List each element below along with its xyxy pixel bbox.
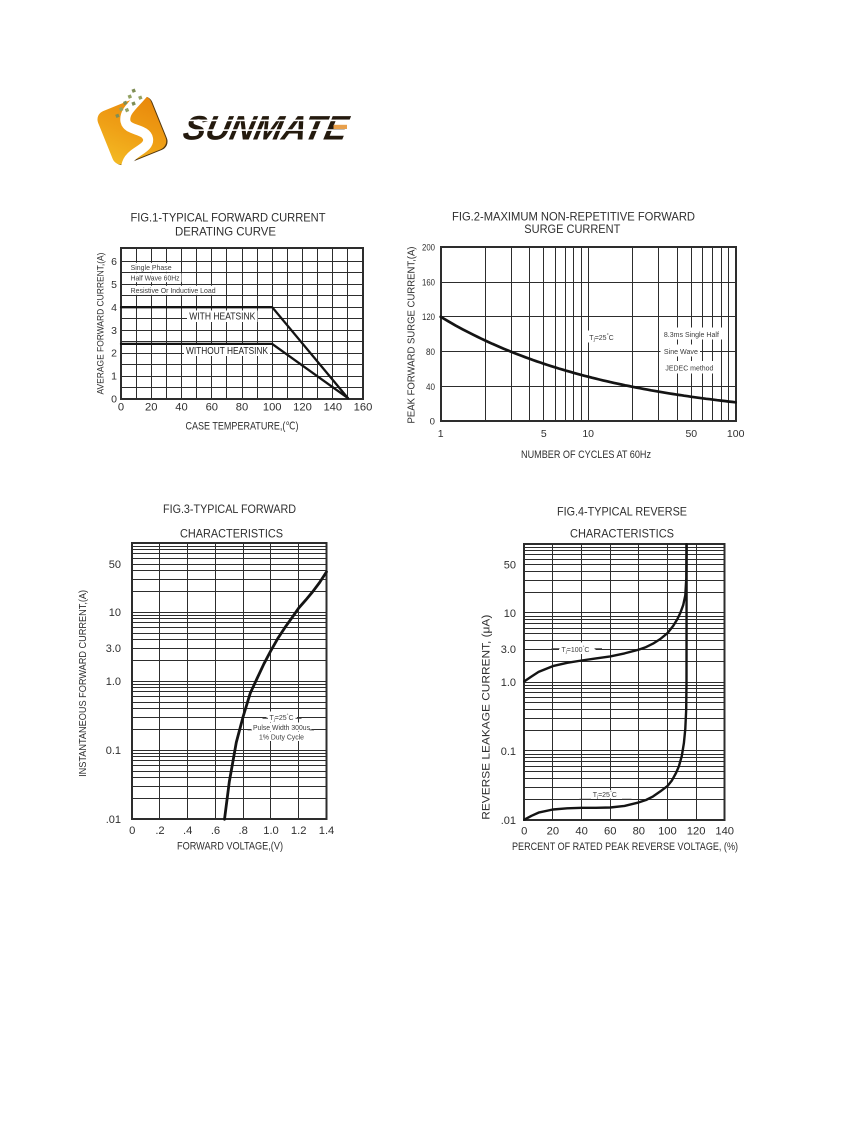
svg-text:80: 80: [633, 826, 645, 838]
svg-text:120: 120: [687, 826, 706, 838]
svg-text:WITH HEATSINK: WITH HEATSINK: [189, 311, 255, 323]
svg-text:160: 160: [354, 402, 373, 414]
svg-text:6: 6: [111, 256, 117, 268]
svg-text:20: 20: [547, 826, 559, 838]
svg-text:FIG.2-MAXIMUM NON-REPETITIVE F: FIG.2-MAXIMUM NON-REPETITIVE FORWARD: [452, 210, 695, 224]
svg-text:1.0: 1.0: [263, 825, 279, 837]
svg-text:0: 0: [521, 826, 527, 838]
svg-text:80: 80: [426, 347, 435, 358]
svg-text:120: 120: [293, 402, 312, 414]
svg-text:8.3ms Single Half: 8.3ms Single Half: [664, 332, 719, 339]
svg-text:1: 1: [111, 371, 117, 383]
svg-text:1.2: 1.2: [291, 825, 307, 837]
svg-text:1: 1: [438, 428, 444, 440]
svg-text:1.0: 1.0: [501, 677, 516, 689]
svg-text:.01: .01: [106, 814, 121, 826]
svg-text:50: 50: [685, 428, 697, 440]
svg-text:3: 3: [111, 325, 117, 337]
svg-text:0: 0: [118, 402, 124, 414]
svg-text:PEAK FORWARD SURGE CURRENT,(A): PEAK FORWARD SURGE CURRENT,(A): [407, 247, 418, 424]
svg-text:100: 100: [658, 826, 677, 838]
svg-text:SURGE CURRENT: SURGE CURRENT: [524, 222, 620, 236]
svg-text:50: 50: [504, 560, 516, 572]
svg-text:140: 140: [323, 402, 342, 414]
svg-text:40: 40: [575, 826, 587, 838]
svg-text:.8: .8: [239, 825, 248, 837]
svg-text:JEDEC method: JEDEC method: [665, 366, 713, 373]
svg-text:200: 200: [422, 243, 435, 254]
svg-text:Tj=25°C: Tj=25°C: [589, 333, 613, 343]
svg-text:0: 0: [129, 825, 135, 837]
svg-text:10: 10: [582, 428, 594, 440]
svg-text:Tj=100°C: Tj=100°C: [562, 645, 590, 654]
svg-text:DERATING CURVE: DERATING CURVE: [175, 224, 276, 238]
svg-text:Pulse Width 300us: Pulse Width 300us: [253, 725, 310, 732]
svg-text:Single Phase: Single Phase: [131, 263, 172, 272]
svg-text:2: 2: [111, 348, 117, 360]
svg-text:40: 40: [426, 382, 435, 393]
svg-text:50: 50: [109, 559, 121, 571]
svg-text:Half Wave 60Hz: Half Wave 60Hz: [131, 273, 180, 282]
svg-text:40: 40: [175, 402, 187, 414]
svg-text:0.1: 0.1: [106, 745, 121, 757]
svg-text:REVERSE LEAKAGE CURRENT, (μA): REVERSE LEAKAGE CURRENT, (μA): [481, 615, 493, 820]
svg-text:1% Duty Cycle: 1% Duty Cycle: [259, 734, 304, 741]
svg-text:100: 100: [263, 402, 282, 414]
svg-text:20: 20: [145, 402, 157, 414]
svg-text:3.0: 3.0: [501, 644, 516, 656]
svg-text:0: 0: [111, 394, 117, 406]
svg-text:10: 10: [109, 607, 121, 619]
svg-text:CHARACTERISTICS: CHARACTERISTICS: [180, 526, 283, 540]
svg-text:FIG.4-TYPICAL REVERSE: FIG.4-TYPICAL REVERSE: [557, 505, 687, 519]
svg-text:0: 0: [430, 417, 435, 428]
svg-text:.01: .01: [501, 815, 516, 827]
svg-text:60: 60: [604, 826, 616, 838]
svg-text:5: 5: [111, 279, 117, 291]
svg-text:60: 60: [206, 402, 218, 414]
svg-text:FORWARD VOLTAGE,(V): FORWARD VOLTAGE,(V): [177, 841, 283, 853]
svg-text:140: 140: [715, 826, 734, 838]
svg-text:10: 10: [504, 608, 516, 620]
svg-text:1.4: 1.4: [319, 825, 335, 837]
svg-text:SUNMATE: SUNMATE: [180, 110, 353, 148]
svg-text:1.0: 1.0: [106, 676, 121, 688]
svg-text:4: 4: [111, 302, 117, 314]
svg-text:0.1: 0.1: [501, 746, 516, 758]
svg-text:5: 5: [541, 428, 547, 440]
svg-text:CHARACTERISTICS: CHARACTERISTICS: [570, 526, 674, 540]
svg-text:80: 80: [236, 402, 248, 414]
svg-text:Tj=25°C: Tj=25°C: [593, 790, 617, 799]
svg-text:.6: .6: [211, 825, 220, 837]
svg-text:FIG.1-TYPICAL FORWARD CURRENT: FIG.1-TYPICAL FORWARD CURRENT: [131, 211, 326, 225]
svg-text:120: 120: [422, 312, 435, 323]
svg-text:CASE TEMPERATURE,(℃): CASE TEMPERATURE,(℃): [186, 421, 299, 433]
svg-text:160: 160: [422, 277, 435, 288]
svg-text:FIG.3-TYPICAL FORWARD: FIG.3-TYPICAL FORWARD: [163, 502, 296, 516]
svg-text:.4: .4: [183, 825, 192, 837]
svg-text:Resistive Or Inductive Load: Resistive Or Inductive Load: [131, 286, 216, 295]
svg-text:Sine Wave: Sine Wave: [664, 349, 698, 356]
svg-text:AVERAGE FORWARD CURRENT,(A): AVERAGE FORWARD CURRENT,(A): [96, 253, 107, 395]
svg-text:.2: .2: [155, 825, 164, 837]
svg-text:100: 100: [727, 428, 745, 440]
svg-text:INSTANTANEOUS FORWARD CURRENT,: INSTANTANEOUS FORWARD CURRENT,(A): [78, 590, 89, 777]
svg-text:PERCENT OF RATED PEAK REVERSE: PERCENT OF RATED PEAK REVERSE VOLTAGE, (…: [512, 841, 738, 853]
svg-text:3.0: 3.0: [106, 643, 121, 655]
svg-text:Tj=25°C: Tj=25°C: [269, 713, 293, 722]
svg-text:NUMBER OF CYCLES AT 60Hz: NUMBER OF CYCLES AT 60Hz: [521, 449, 651, 461]
svg-text:WITHOUT HEATSINK: WITHOUT HEATSINK: [186, 345, 268, 357]
